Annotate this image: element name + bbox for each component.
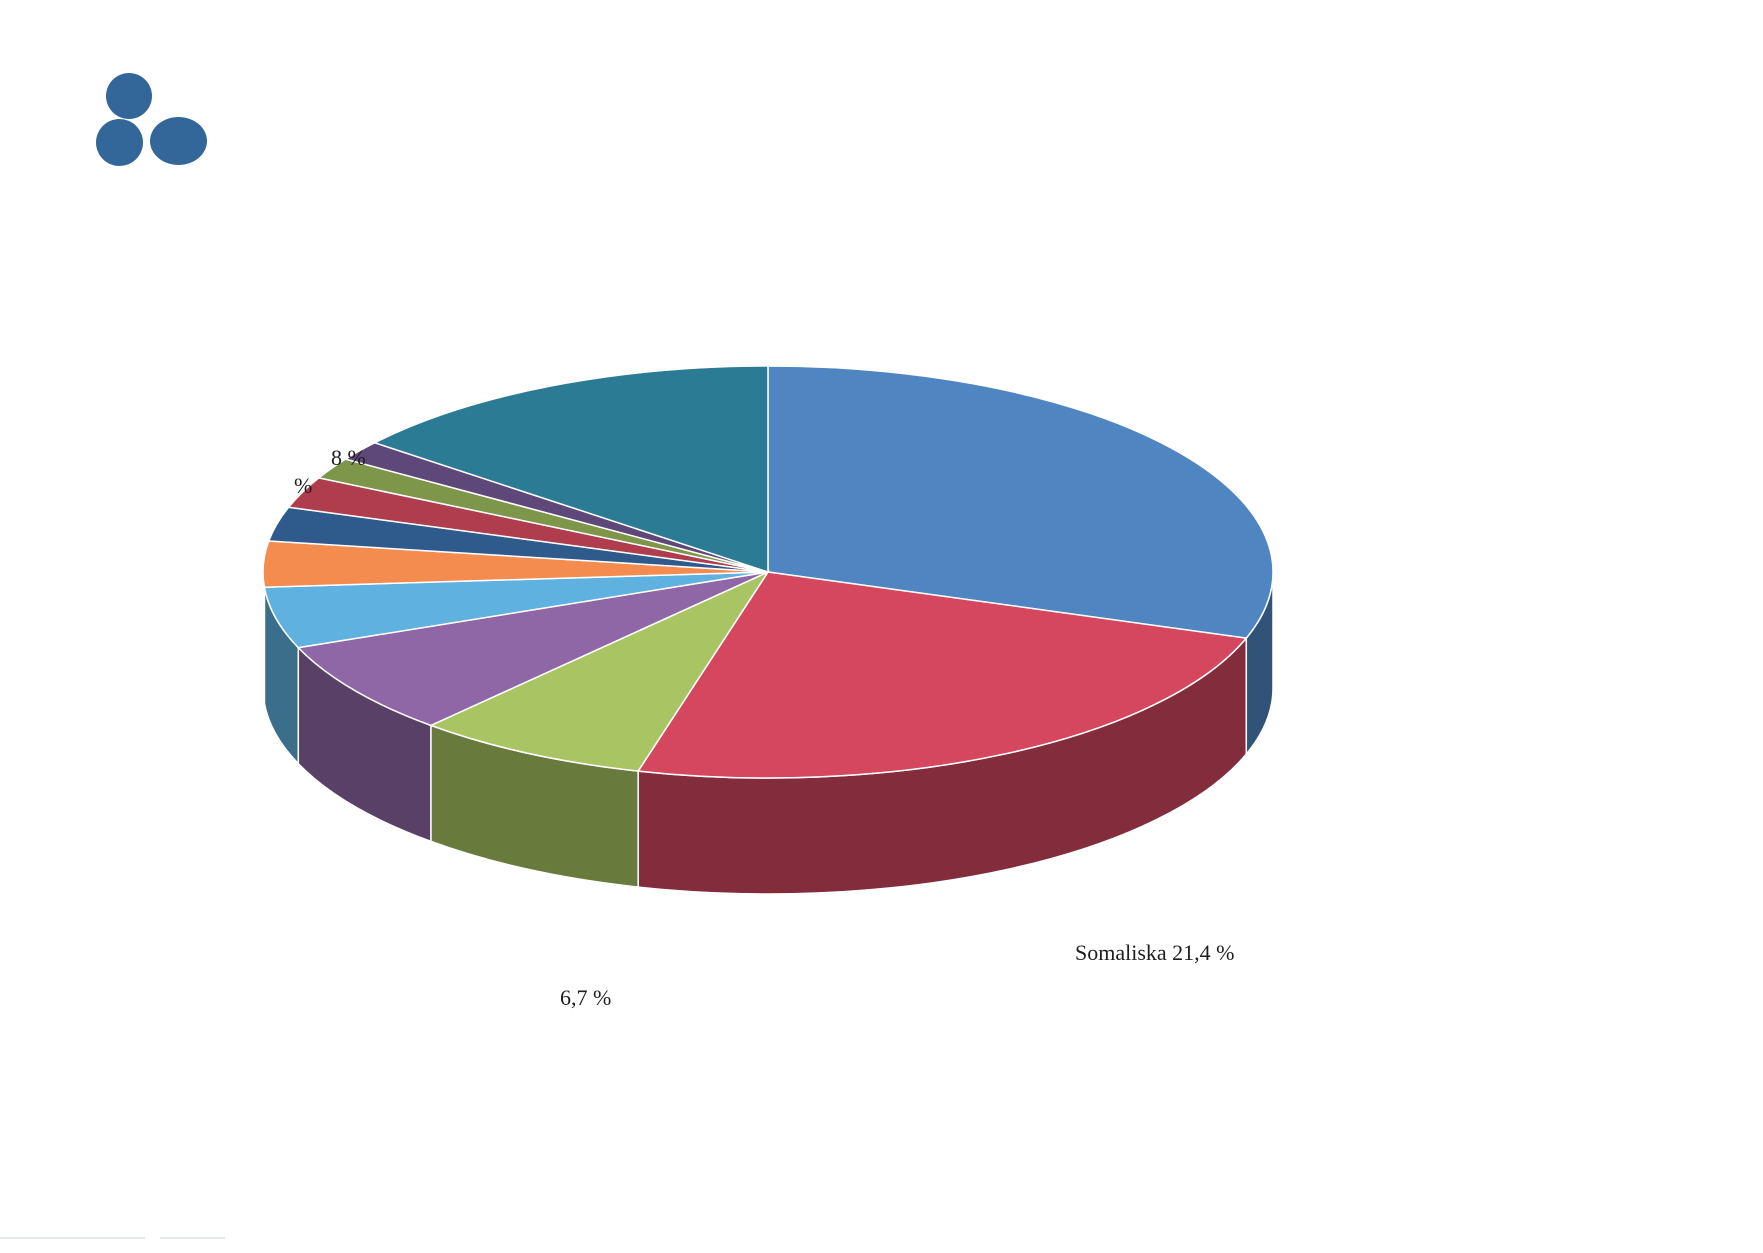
slice-label-8: % — [294, 473, 312, 498]
logo-dot-top-icon — [106, 73, 152, 119]
pie-slices — [262, 365, 1274, 779]
slice-labels: Somaliska 21,4 % 6,7 %% 8 % — [294, 445, 1235, 1010]
footer-rule — [0, 1237, 145, 1239]
pie-edge-lines — [262, 365, 1274, 779]
slice-label-2: 6,7 % — [560, 985, 611, 1010]
slice-label-1: Somaliska 21,4 % — [1075, 940, 1235, 965]
slice-label-9: 8 % — [331, 445, 366, 470]
pie-rim — [262, 365, 1274, 779]
pie-side-wall-5 — [262, 571, 266, 704]
logo-dot-right-icon — [150, 117, 207, 165]
footer-rule-short — [160, 1237, 225, 1239]
logo-dot-left-icon — [96, 119, 143, 166]
